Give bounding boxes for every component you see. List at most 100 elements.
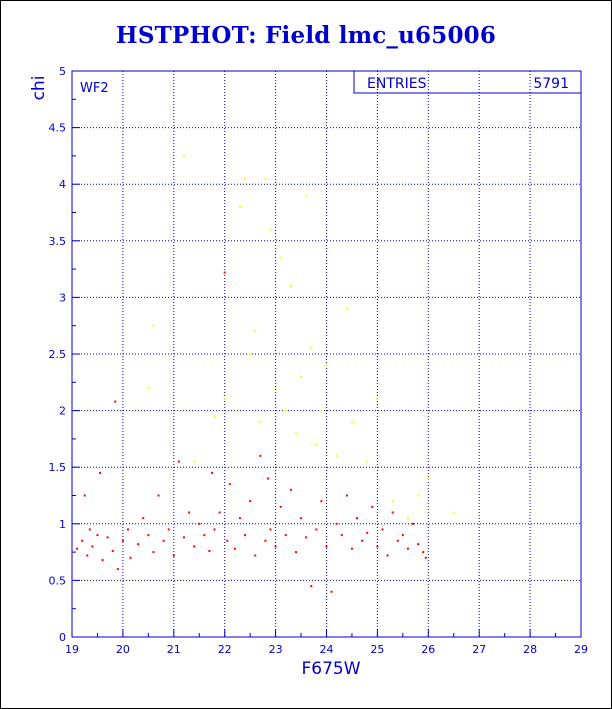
- y-tick-label: 5: [59, 65, 66, 78]
- flagged-star-point: [417, 494, 420, 497]
- flagged-star-point: [249, 353, 252, 355]
- flagged-star-point: [269, 228, 272, 231]
- good-star-point: [396, 539, 399, 542]
- good-star-point: [284, 534, 287, 537]
- x-tick-label: 21: [167, 643, 181, 656]
- good-star-point: [228, 483, 231, 486]
- good-star-point: [300, 517, 303, 520]
- x-tick-label: 24: [320, 643, 334, 656]
- flagged-star-point: [213, 415, 216, 418]
- good-star-point: [86, 554, 89, 557]
- flagged-star-point: [274, 386, 277, 389]
- good-star-point: [376, 545, 379, 548]
- flagged-star-point: [345, 307, 348, 310]
- x-tick-label: 28: [523, 643, 537, 656]
- good-star-point: [366, 531, 369, 534]
- good-star-point: [406, 547, 409, 550]
- good-star-point: [412, 522, 415, 525]
- good-star-point: [424, 556, 427, 559]
- flagged-star-point: [147, 386, 150, 389]
- flagged-star-point: [310, 347, 313, 350]
- flagged-star-point: [406, 517, 409, 520]
- flagged-star-point: [279, 256, 282, 259]
- good-star-point: [210, 471, 213, 474]
- good-star-point: [172, 554, 175, 557]
- good-star-point: [417, 543, 420, 546]
- good-star-point: [371, 505, 374, 508]
- y-tick-label: 4.5: [49, 122, 67, 135]
- flagged-star-point: [284, 409, 287, 412]
- chart-title: HSTPHOT: Field lmc_u65006: [115, 22, 497, 49]
- good-star-point: [76, 547, 79, 550]
- good-star-point: [274, 545, 277, 548]
- y-tick-label: 0.5: [49, 574, 67, 587]
- x-tick-label: 20: [116, 643, 130, 656]
- flagged-star-point: [223, 398, 226, 401]
- good-star-point: [356, 517, 359, 520]
- flagged-star-point: [152, 324, 155, 327]
- good-star-point: [88, 528, 91, 531]
- good-star-point: [81, 539, 84, 542]
- good-star-point: [218, 511, 221, 514]
- good-star-point: [114, 400, 117, 403]
- x-axis-title: F675W: [301, 659, 360, 679]
- flagged-star-point: [335, 454, 338, 457]
- good-star-point: [401, 534, 404, 537]
- flagged-star-point: [305, 194, 308, 197]
- flagged-star-point: [289, 285, 292, 288]
- flagged-star-point: [244, 177, 247, 180]
- y-tick-label: 1.5: [49, 461, 67, 474]
- good-star-point: [289, 488, 292, 491]
- flagged-star-point: [264, 177, 267, 180]
- flagged-star-point: [315, 443, 318, 446]
- x-tick-label: 26: [421, 643, 435, 656]
- x-tick-label: 19: [65, 643, 79, 656]
- y-tick-label: 3: [59, 291, 66, 304]
- good-star-point: [188, 511, 191, 514]
- good-star-point: [96, 534, 99, 537]
- y-axis-title: chi: [29, 76, 49, 101]
- y-tick-label: 2.5: [49, 348, 67, 361]
- y-tick-label: 0: [59, 631, 66, 644]
- good-star-point: [269, 528, 272, 531]
- good-star-point: [101, 559, 104, 562]
- good-star-point: [142, 517, 145, 520]
- good-star-point: [330, 590, 333, 593]
- good-star-point: [121, 539, 124, 542]
- good-star-point: [345, 494, 348, 497]
- tick-layer: 19 20 21 22 23 24 25 26 27 28 29 0 0.5 1 1.5 2 2.5 3 3.5 4 4…: [49, 65, 589, 656]
- flagged-star-point: [254, 330, 257, 333]
- good-star-point: [391, 511, 394, 514]
- y-tick-label: 2: [59, 405, 66, 418]
- good-star-point: [223, 271, 226, 274]
- good-star-point: [259, 454, 262, 457]
- flagged-star-point: [427, 477, 430, 480]
- good-star-point: [279, 505, 282, 508]
- good-star-point: [226, 539, 229, 542]
- flagged-star-point: [376, 398, 379, 401]
- stats-box-label: ENTRIES: [367, 76, 427, 92]
- good-star-point: [137, 543, 140, 546]
- x-tick-label: 27: [472, 643, 486, 656]
- panel-label: WF2: [80, 81, 109, 96]
- flagged-star-point: [193, 460, 196, 463]
- good-star-point: [198, 522, 201, 525]
- good-star-point: [152, 551, 155, 554]
- good-star-point: [126, 528, 129, 531]
- flagged-star-point: [259, 420, 262, 423]
- good-star-point: [264, 539, 267, 542]
- good-star-point: [350, 547, 353, 550]
- good-star-point: [213, 528, 216, 531]
- x-tick-label: 22: [218, 643, 232, 656]
- good-star-point: [116, 568, 119, 571]
- flagged-star-point: [300, 375, 303, 378]
- good-star-point: [208, 549, 211, 552]
- y-tick-label: 3.5: [49, 235, 67, 248]
- points-layer: [76, 154, 455, 593]
- good-star-point: [335, 522, 338, 525]
- good-star-point: [254, 554, 257, 557]
- good-star-point: [315, 528, 318, 531]
- good-star-point: [182, 536, 185, 539]
- flagged-star-point: [391, 500, 394, 503]
- grid-layer: [72, 71, 581, 637]
